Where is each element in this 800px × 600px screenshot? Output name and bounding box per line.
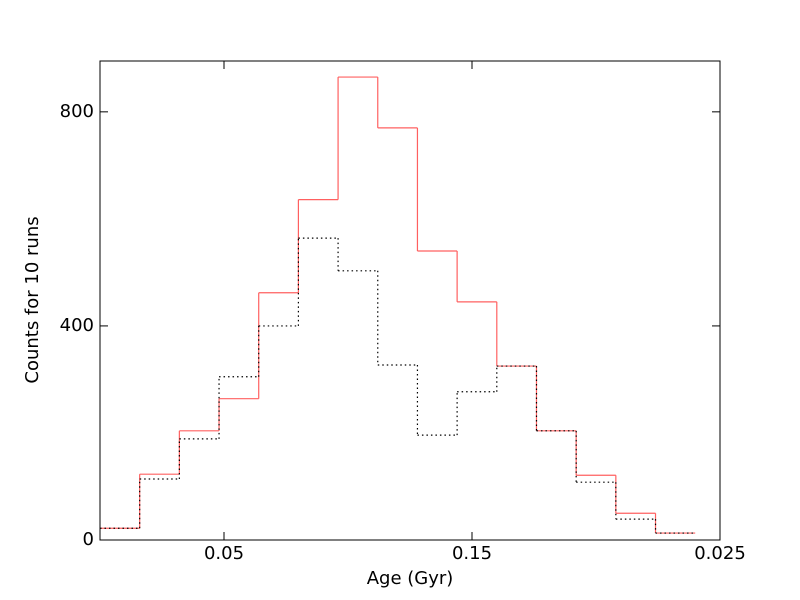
- y-tick-label: 0: [83, 529, 94, 550]
- x-axis-label: Age (Gyr): [367, 568, 454, 589]
- x-tick-label: 0.05: [204, 543, 244, 564]
- y-axis-label: Counts for 10 runs: [22, 216, 43, 383]
- x-tick-label: 0.15: [452, 543, 492, 564]
- y-tick-label: 800: [60, 101, 94, 122]
- plot-frame: [99, 60, 721, 541]
- y-tick-label: 400: [60, 315, 94, 336]
- x-tick-label: 0.025: [694, 543, 746, 564]
